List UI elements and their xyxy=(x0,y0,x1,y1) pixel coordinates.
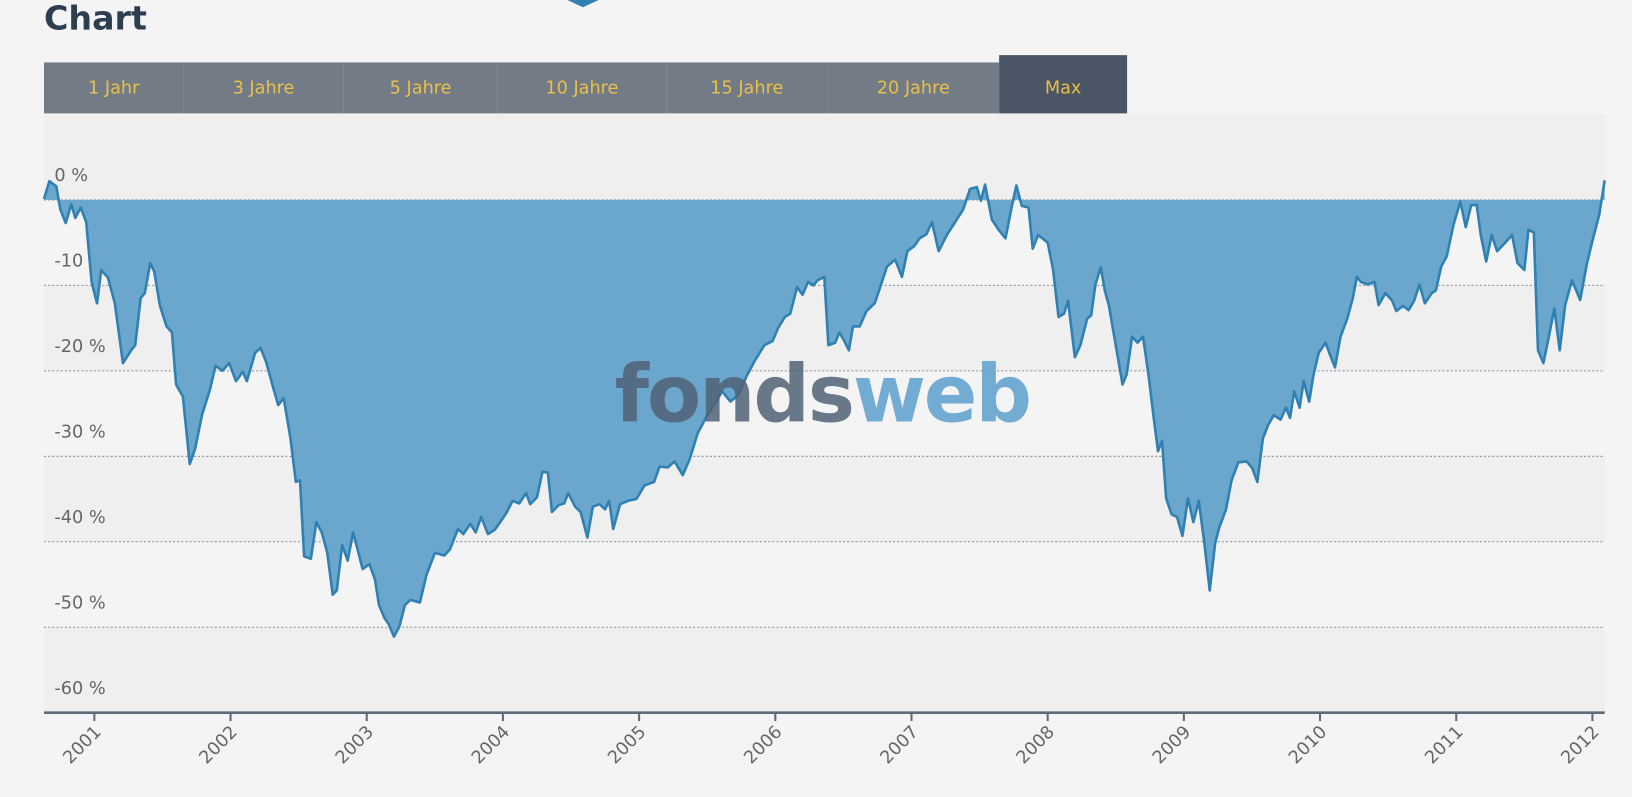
watermark: fondsweb xyxy=(615,349,1030,441)
tab-active[interactable] xyxy=(999,55,1128,114)
tab[interactable] xyxy=(343,62,498,114)
plot-band xyxy=(43,627,1605,713)
tab[interactable] xyxy=(43,62,184,114)
watermark-part: fonds xyxy=(615,349,853,441)
tab-label[interactable]: 15 Jahre xyxy=(710,78,783,98)
tab[interactable] xyxy=(666,62,828,114)
area xyxy=(43,180,1605,637)
y-tick-label: -60 % xyxy=(54,679,105,699)
tab-label[interactable]: 10 Jahre xyxy=(545,78,618,98)
watermark-part: web xyxy=(853,349,1030,441)
y-tick-label: -30 % xyxy=(54,422,105,442)
y-tick-label: -20 % xyxy=(54,337,105,357)
line xyxy=(42,179,1606,638)
tab-label[interactable]: Max xyxy=(1045,78,1082,98)
tab-label[interactable]: 5 Jahre xyxy=(390,78,452,98)
plot-band xyxy=(43,456,1605,542)
tab[interactable] xyxy=(183,62,344,114)
tab[interactable] xyxy=(827,62,1000,114)
y-tick-label: 0 % xyxy=(54,166,88,186)
y-tick-label: -40 % xyxy=(54,508,105,528)
indicator xyxy=(567,0,599,8)
tab[interactable] xyxy=(497,62,667,114)
plot-band xyxy=(43,541,1605,628)
y-tick-label: -50 % xyxy=(54,593,105,613)
section-title: Chart xyxy=(44,0,147,37)
tab-label[interactable]: 20 Jahre xyxy=(877,78,950,98)
tab-label[interactable]: 3 Jahre xyxy=(233,78,295,98)
tab-label[interactable]: 1 Jahr xyxy=(88,78,140,98)
plot-band xyxy=(43,114,1605,200)
